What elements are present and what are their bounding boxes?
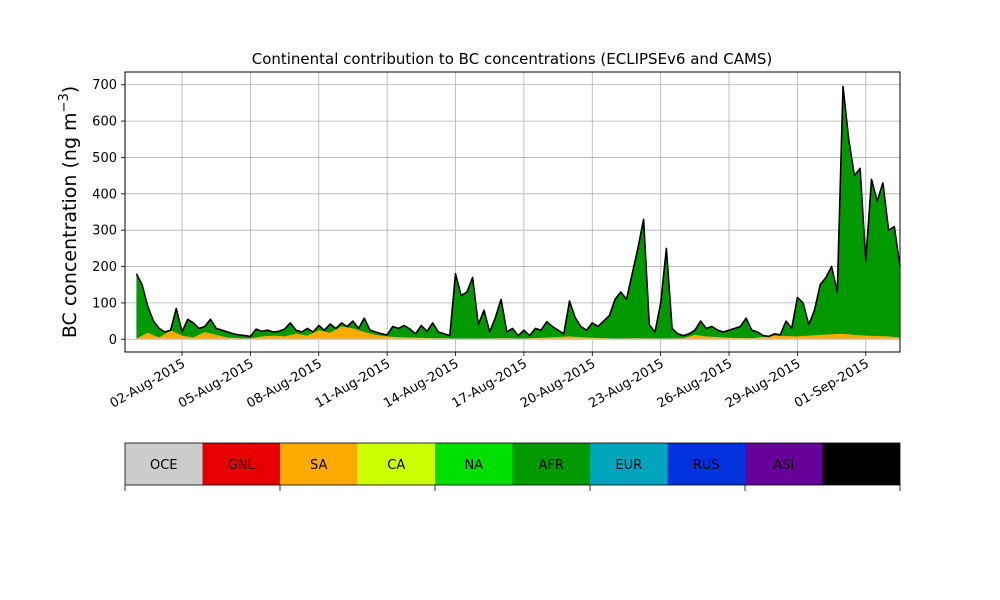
- legend-label-oce: OCE: [150, 458, 178, 473]
- stacked-areas: [135, 85, 901, 341]
- y-tick-label: 300: [92, 224, 117, 239]
- chart-title: Continental contribution to BC concentra…: [252, 50, 773, 68]
- legend-label-afr: AFR: [539, 458, 564, 473]
- legend-swatch-gnl: [202, 443, 280, 485]
- legend-swatch-na: [435, 443, 513, 485]
- afr-area: [136, 86, 900, 340]
- y-tick-label: 100: [92, 296, 117, 311]
- legend-label-gnl: GNL: [228, 458, 256, 473]
- y-tick-label: 600: [92, 115, 117, 130]
- x-tick-label: 01-Sep-2015: [792, 356, 872, 411]
- total-outline: [135, 85, 901, 338]
- y-tick-label: 400: [92, 187, 117, 202]
- legend-frame: [124, 442, 901, 486]
- x-tick-labels: 02-Aug-201505-Aug-201508-Aug-201511-Aug-…: [108, 356, 872, 411]
- legend-label-ca: CA: [387, 458, 405, 473]
- x-tick-label: 26-Aug-2015: [655, 356, 735, 411]
- x-tick-label: 20-Aug-2015: [518, 356, 598, 411]
- legend-label-aus: AUS: [848, 458, 875, 473]
- legend-label-eur: EUR: [615, 458, 642, 473]
- x-tick-label: 08-Aug-2015: [244, 356, 324, 411]
- grid-lines: [125, 72, 900, 352]
- x-tick-label: 11-Aug-2015: [313, 356, 393, 411]
- legend-swatch-afr: [512, 443, 590, 485]
- y-tick-label: 500: [92, 151, 117, 166]
- x-tick-label: 02-Aug-2015: [108, 356, 188, 411]
- y-tick-label: 700: [92, 78, 117, 93]
- legend-swatch-eur: [590, 443, 668, 485]
- x-tick-label: 23-Aug-2015: [586, 356, 666, 411]
- x-tick-label: 17-Aug-2015: [450, 356, 530, 411]
- y-tick-label: 0: [109, 333, 117, 348]
- sa-area: [136, 326, 900, 340]
- legend-swatch-ca: [357, 443, 435, 485]
- y-axis-label: BC concentration (ng m−3): [57, 86, 81, 338]
- axes: [121, 71, 901, 356]
- x-tick-label: 14-Aug-2015: [381, 356, 461, 411]
- legend-swatch-aus: [822, 443, 900, 485]
- y-tick-label: 200: [92, 260, 117, 275]
- y-axis-label-exponent: −3: [57, 93, 72, 112]
- y-tick-labels: 0 100 200 300 400 500 600 700: [92, 78, 117, 348]
- colorbar-legend: OCE GNL SA CA NA AFR EUR RUS ASI AUS: [124, 442, 901, 491]
- legend-swatch-oce: [125, 443, 203, 485]
- legend-label-rus: RUS: [693, 458, 720, 473]
- legend-swatch-rus: [667, 443, 745, 485]
- plot-frame: [124, 71, 901, 353]
- legend-swatch-asi: [745, 443, 823, 485]
- legend-label-sa: SA: [310, 458, 327, 473]
- x-tick-label: 05-Aug-2015: [176, 356, 256, 411]
- x-tick-label: 29-Aug-2015: [723, 356, 803, 411]
- legend-label-na: NA: [464, 458, 483, 473]
- legend-swatch-sa: [280, 443, 358, 485]
- legend-label-asi: ASI: [773, 458, 794, 473]
